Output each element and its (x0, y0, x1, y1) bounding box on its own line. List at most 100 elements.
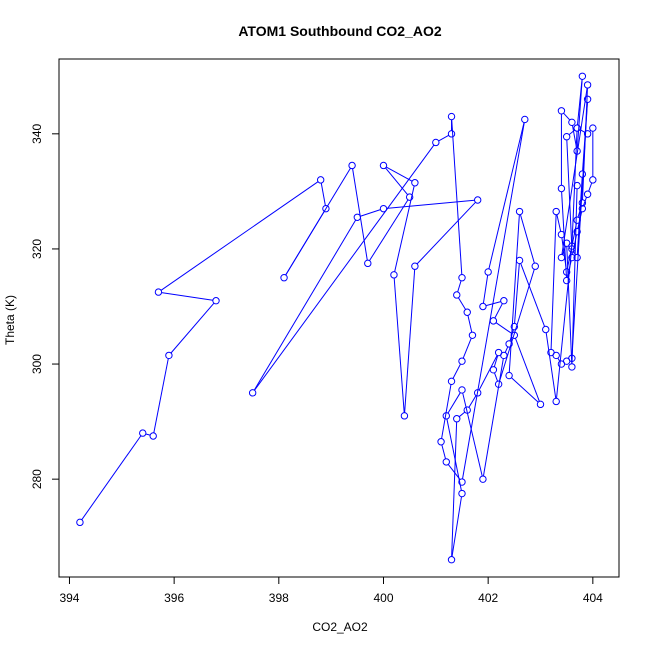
y-tick-label: 280 (30, 469, 44, 489)
data-point (458, 386, 466, 394)
series-segment (160, 181, 319, 291)
data-point (562, 133, 571, 141)
series-segment (369, 199, 409, 261)
series-segment (556, 249, 573, 399)
data-point (578, 199, 587, 207)
data-point (568, 253, 576, 262)
data-point (521, 115, 529, 124)
series-segment (462, 122, 525, 479)
data-point (484, 268, 492, 276)
data-point (437, 438, 445, 446)
series-segment (576, 79, 583, 125)
data-point (473, 389, 482, 397)
data-point (379, 204, 388, 213)
data-point (390, 271, 398, 279)
series-segment (482, 358, 504, 477)
data-point (149, 432, 157, 440)
data-point (573, 147, 581, 155)
series-segment (582, 88, 588, 200)
data-point (500, 297, 508, 305)
data-point (473, 196, 482, 204)
data-point (468, 331, 477, 339)
data-point (515, 256, 524, 265)
data-point (432, 138, 440, 147)
series-segment (447, 392, 461, 414)
series-segment (511, 377, 539, 403)
series-segment (386, 199, 475, 209)
data-point (573, 216, 581, 224)
data-point (353, 213, 362, 221)
series-segment (254, 144, 435, 391)
series-segment (447, 464, 461, 480)
series-segment (253, 219, 357, 391)
data-point (411, 179, 419, 187)
series-segment (493, 355, 499, 367)
data-point (463, 308, 471, 316)
series-segment (458, 411, 466, 418)
data-point (458, 489, 466, 498)
series-segment (485, 301, 501, 307)
data-point (165, 351, 173, 360)
x-tick-label: 400 (373, 591, 393, 605)
data-point (447, 112, 456, 121)
series-segment (556, 214, 562, 232)
data-point (583, 130, 592, 138)
y-axis: 280 300 320 340 (30, 123, 59, 489)
series-segment (514, 263, 520, 324)
data-point (589, 124, 597, 132)
data-point (552, 207, 560, 216)
series-segment (394, 185, 415, 272)
series-segment (170, 302, 215, 354)
data-point (568, 118, 576, 127)
y-axis-label: Theta (K) (3, 295, 17, 345)
data-point (348, 161, 356, 170)
data-point (479, 302, 487, 311)
data-point (510, 322, 519, 331)
x-tick-label: 394 (59, 591, 79, 605)
data-point (400, 412, 409, 420)
data-point (442, 412, 450, 420)
data-point (573, 181, 581, 190)
data-point (578, 170, 587, 178)
data-point (510, 331, 519, 339)
data-point (583, 190, 592, 198)
data-point (248, 389, 257, 397)
series-segment (451, 119, 463, 275)
data-point (494, 380, 503, 388)
series-segment (550, 214, 557, 350)
data-point (139, 429, 147, 437)
series-segment (161, 292, 213, 301)
data-point (573, 253, 581, 262)
series-segment (495, 322, 512, 334)
series-segment (509, 329, 514, 341)
series-segment (494, 372, 499, 382)
series-segment (504, 346, 509, 353)
data-point (447, 556, 456, 564)
series-segment (457, 280, 462, 293)
data-point (463, 406, 471, 414)
data-point (447, 377, 456, 386)
series-segment (562, 246, 567, 255)
data-point (578, 204, 587, 213)
series-segment (561, 237, 567, 269)
data-point (322, 204, 330, 213)
data-point (583, 95, 592, 103)
data-point (212, 297, 220, 305)
chart-title: ATOM1 Southbound CO2_AO2 (238, 23, 441, 39)
data-point (515, 207, 524, 216)
data-point (573, 124, 581, 132)
data-point (542, 325, 550, 334)
data-point (568, 363, 576, 371)
series-segment (416, 201, 476, 265)
x-tick-label: 398 (269, 591, 289, 605)
y-tick-label: 340 (30, 123, 44, 143)
data-point (442, 458, 450, 466)
series-segment (145, 433, 151, 436)
series-segment (561, 87, 588, 255)
plot-frame (58, 58, 620, 578)
data-point (552, 397, 560, 406)
data-point (578, 72, 587, 80)
series-segment (571, 188, 578, 364)
series-segment (352, 168, 368, 261)
